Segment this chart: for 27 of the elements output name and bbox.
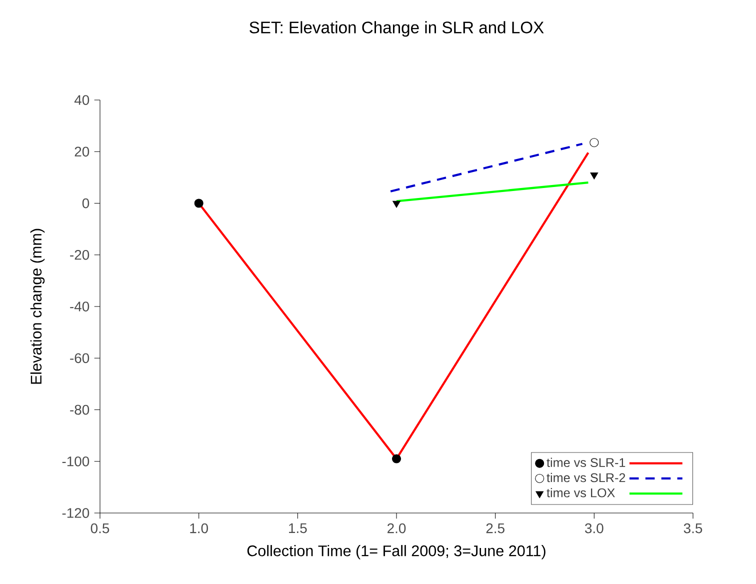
x-tick-label: 3.5 — [684, 523, 702, 534]
y-tick-label: -20 — [70, 250, 90, 260]
point — [590, 138, 599, 148]
y-tick-label: -80 — [70, 404, 90, 415]
legend-label: time vs SLR-2 — [546, 472, 626, 482]
point — [392, 200, 400, 208]
y-tick-label: 40 — [74, 95, 90, 105]
x-tick-label: 3.0 — [585, 523, 604, 534]
y-axis-title: Elevation change (mm) — [30, 228, 45, 384]
y-tick-label: 0 — [82, 198, 90, 208]
chart-title: SET: Elevation Change in SLR and LOX — [250, 21, 544, 37]
x-tick-label: 1.0 — [190, 523, 208, 534]
y-tick-label: 20 — [74, 146, 90, 157]
point — [194, 198, 204, 208]
x-tick-label: 1.5 — [289, 523, 307, 534]
point — [590, 172, 598, 180]
legend-label: time vs SLR-1 — [546, 458, 626, 468]
y-tick-label: -60 — [70, 353, 90, 364]
x-tick-label: 2.5 — [486, 523, 504, 534]
y-tick-label: -100 — [62, 456, 90, 466]
y-tick-label: -120 — [62, 508, 90, 518]
x-axis-title: Collection Time (1= Fall 2009; 3=June 2011) — [247, 545, 546, 560]
legend-label: time vs LOX — [546, 488, 615, 498]
y-tick-label: -40 — [70, 302, 90, 312]
x-tick-label: 2.0 — [388, 523, 406, 534]
point — [392, 454, 402, 464]
x-tick-label: 0.5 — [90, 523, 110, 534]
